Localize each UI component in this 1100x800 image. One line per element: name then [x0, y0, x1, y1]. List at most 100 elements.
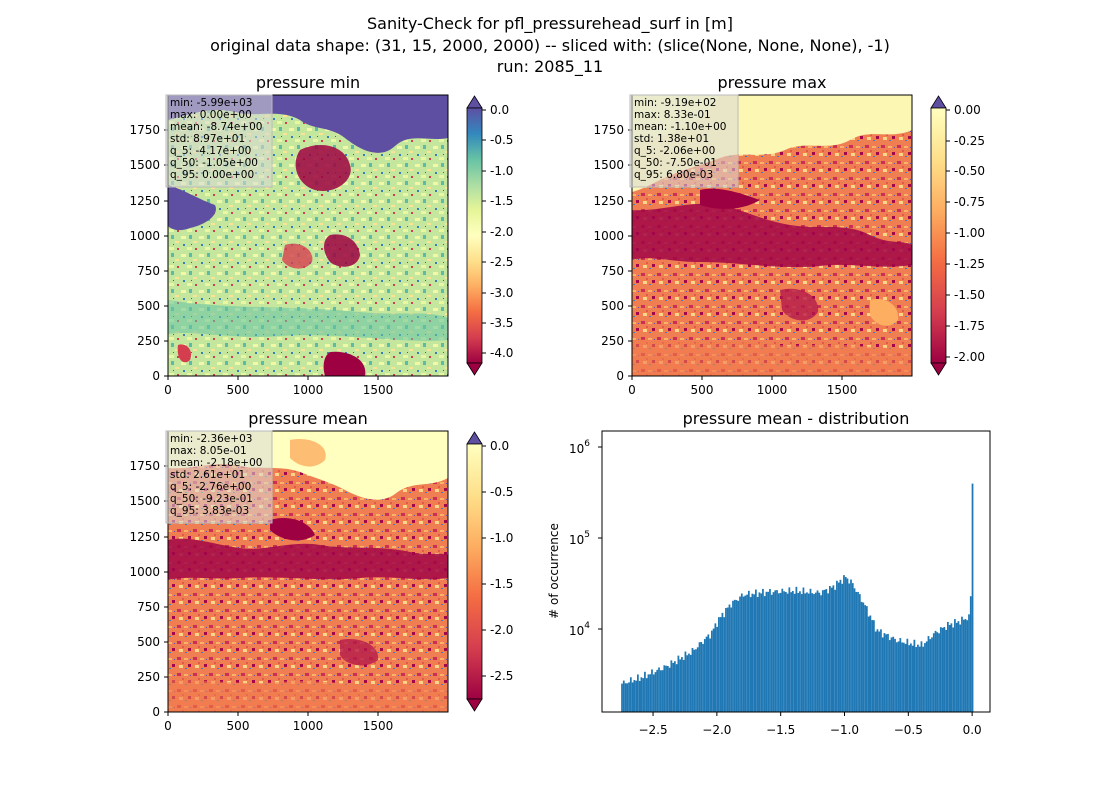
histogram-bar	[661, 670, 664, 712]
histogram-bar	[728, 604, 731, 712]
histogram-bar	[795, 586, 798, 712]
histogram-bar	[809, 588, 812, 712]
y-tick-label: 1500	[129, 494, 160, 508]
y-tick-label: 1250	[593, 194, 624, 208]
histogram-bar	[642, 678, 645, 712]
x-tick-label: −0.5	[894, 723, 923, 737]
histogram-bar	[651, 669, 653, 712]
histogram-bar	[825, 589, 828, 712]
histogram-bar	[753, 594, 755, 712]
histogram-bar	[950, 623, 953, 712]
histogram-bar	[945, 629, 947, 712]
colorbar-tick-label: -1.25	[954, 257, 985, 271]
histogram-bar	[895, 642, 898, 712]
stats-line: std: 8.97e+01	[170, 133, 245, 145]
histogram-bar	[781, 588, 784, 712]
y-tick-label: 1000	[129, 229, 160, 243]
histogram-bar	[843, 575, 845, 712]
histogram-bar	[703, 639, 706, 712]
y-tick-label: 250	[137, 334, 160, 348]
histogram-bar	[712, 628, 715, 712]
histogram-bar	[709, 638, 711, 712]
histogram-bar	[876, 629, 879, 712]
colorbar-tick-label: -2.5	[490, 255, 513, 269]
histogram-bar	[828, 585, 831, 712]
histogram-bar	[932, 633, 935, 712]
histogram-bar	[848, 583, 851, 712]
stats-line: mean: -1.10e+00	[634, 121, 726, 133]
histogram-bar	[878, 631, 881, 712]
histogram-bar	[830, 587, 833, 712]
histogram-bar	[881, 637, 884, 712]
histogram-bar	[732, 600, 734, 712]
histogram-bar	[860, 601, 863, 712]
y-tick-label: 750	[137, 600, 160, 614]
histogram-bar	[659, 670, 662, 712]
colorbar-tick-label: -2.5	[490, 669, 513, 683]
y-tick-label: 0	[152, 369, 160, 383]
histogram-bar	[938, 633, 940, 712]
histogram-bar	[857, 591, 859, 712]
histogram-bar	[718, 617, 720, 712]
histogram-bar	[969, 596, 972, 712]
histogram-bar	[670, 660, 673, 712]
histogram-bar	[777, 593, 780, 712]
histogram-bar	[719, 617, 722, 712]
histogram-bar	[968, 614, 970, 712]
y-axis: 0 250 500 750 1000 1250 1500 1750	[129, 431, 169, 719]
colorbar-tick-label: -2.0	[490, 623, 513, 637]
histogram-bar	[746, 594, 748, 712]
histogram-bar	[788, 587, 791, 712]
x-axis: 0 500 1000 1500	[628, 375, 912, 397]
histogram-bar	[740, 593, 743, 712]
stats-line: min: -5.99e+03	[170, 97, 252, 109]
plot-frame	[631, 94, 913, 377]
histogram-bar	[890, 637, 893, 712]
histogram-bar	[621, 683, 623, 712]
y-tick-label: 500	[601, 299, 624, 313]
y-tick-label: 105	[569, 530, 590, 547]
stats-box: min: -5.99e+03 max: 0.00e+00 mean: -8.74…	[165, 94, 273, 188]
histogram-bar	[959, 624, 962, 712]
panel-title: pressure max	[717, 73, 826, 92]
stats-box: min: -2.36e+03 max: 8.05e-01 mean: -2.18…	[165, 430, 273, 524]
histogram-bar	[839, 579, 842, 712]
y-axis: 106 105 104 # of occurrence	[547, 431, 603, 712]
histogram-bar	[841, 583, 844, 712]
histogram-bar	[922, 646, 925, 712]
histogram-bar	[682, 659, 685, 712]
histogram-bar	[714, 623, 717, 712]
histogram-bar	[924, 643, 926, 712]
histogram-bar	[758, 592, 761, 712]
stats-line: q_5: -4.17e+00	[170, 145, 251, 157]
histogram-bar	[710, 630, 713, 712]
histogram-bar	[698, 642, 701, 712]
x-tick-label: 1500	[363, 719, 394, 733]
histogram-bar	[739, 596, 741, 712]
histogram-bar	[772, 592, 775, 712]
histogram-bar	[913, 639, 916, 712]
figure-suptitle-line-3: run: 2085_11	[497, 57, 603, 77]
histogram-bar	[837, 582, 840, 712]
plot-frame	[167, 94, 449, 377]
histogram-bar	[892, 636, 895, 712]
histogram-bar	[804, 593, 807, 712]
colorbar-tick-label: 0.0	[490, 103, 509, 117]
histogram-bar	[665, 665, 667, 712]
histogram-bar	[871, 620, 874, 712]
colorbar-tick-label: -1.75	[954, 319, 985, 333]
heatmap-image	[168, 431, 448, 712]
colorbar-tick-label: -4.0	[490, 346, 513, 360]
histogram-bar	[668, 667, 671, 712]
histogram-bar	[721, 612, 724, 712]
histogram-bar	[800, 594, 803, 712]
x-tick-label: 1500	[363, 383, 394, 397]
histogram-bar	[873, 620, 875, 712]
histogram-bar	[790, 592, 792, 712]
histogram-bar	[855, 591, 858, 712]
histogram-bar	[628, 682, 630, 712]
histogram-bar	[700, 642, 703, 712]
histogram-bar	[705, 636, 708, 712]
colorbar-tick-label: -3.5	[490, 316, 513, 330]
